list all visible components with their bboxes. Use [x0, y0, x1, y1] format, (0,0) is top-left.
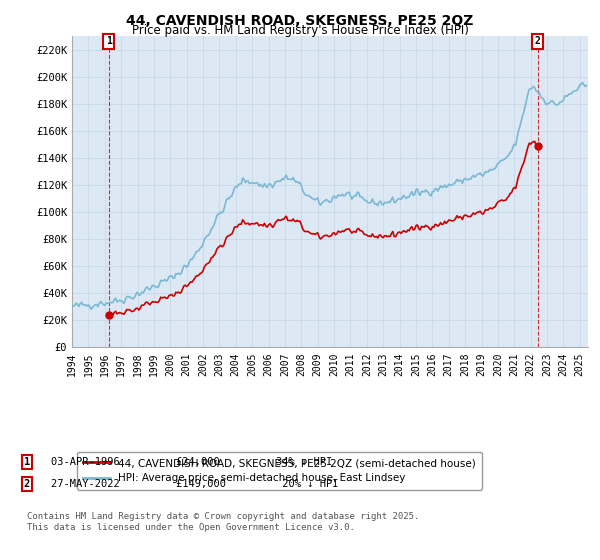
Text: 1: 1 — [106, 36, 112, 46]
Text: 2: 2 — [24, 479, 30, 489]
Text: 44, CAVENDISH ROAD, SKEGNESS, PE25 2QZ: 44, CAVENDISH ROAD, SKEGNESS, PE25 2QZ — [127, 14, 473, 28]
Text: Contains HM Land Registry data © Crown copyright and database right 2025.
This d: Contains HM Land Registry data © Crown c… — [27, 512, 419, 532]
Text: 27-MAY-2022         £149,000         20% ↓ HPI: 27-MAY-2022 £149,000 20% ↓ HPI — [51, 479, 338, 489]
Text: 03-APR-1996         £24,000         34% ↓ HPI: 03-APR-1996 £24,000 34% ↓ HPI — [51, 457, 332, 467]
Legend: 44, CAVENDISH ROAD, SKEGNESS, PE25 2QZ (semi-detached house), HPI: Average price: 44, CAVENDISH ROAD, SKEGNESS, PE25 2QZ (… — [77, 452, 482, 489]
Text: Price paid vs. HM Land Registry's House Price Index (HPI): Price paid vs. HM Land Registry's House … — [131, 24, 469, 36]
Text: 1: 1 — [24, 457, 30, 467]
Text: 2: 2 — [535, 36, 541, 46]
